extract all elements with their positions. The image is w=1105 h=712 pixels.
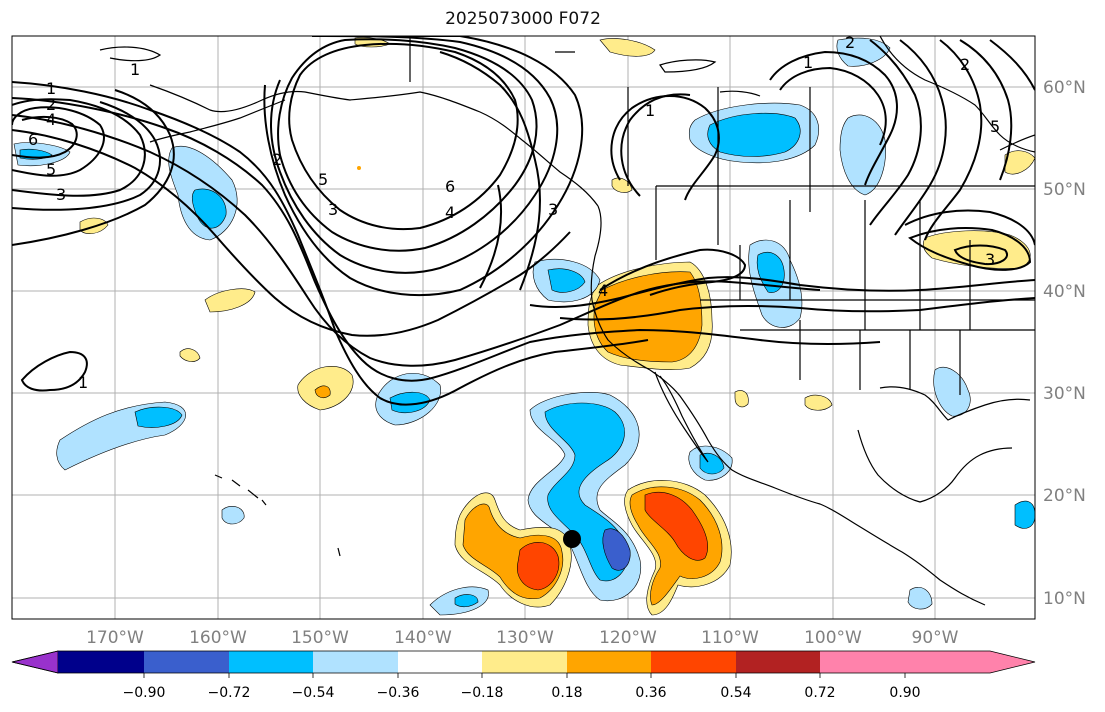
contour-label: 2	[272, 150, 282, 169]
coastlines	[99, 36, 1035, 606]
contour-label: 4	[46, 110, 56, 129]
contour-label: 6	[28, 130, 38, 149]
colorbar-min-arrow	[11, 650, 59, 674]
colorbar-segment	[398, 651, 482, 673]
contour-label: 4	[445, 203, 455, 222]
colorbar-tick-label: −0.72	[208, 685, 251, 701]
colorbar-segment	[144, 651, 229, 673]
latitude-label: 40°N	[1043, 282, 1086, 302]
colorbar-segment	[736, 651, 820, 673]
storm-center-marker	[563, 530, 581, 548]
colorbar-tick-label: 0.90	[889, 685, 920, 701]
longitude-label: 160°W	[189, 628, 247, 648]
colorbar-segment	[229, 651, 313, 673]
map-title: 2025073000 F072	[445, 9, 601, 29]
longitude-label: 110°W	[701, 628, 759, 648]
contour-label: 1	[645, 101, 655, 120]
latitude-label: 60°N	[1043, 78, 1086, 98]
colorbar-tick-label: 0.18	[551, 685, 582, 701]
colorbar-tick-label: 0.54	[720, 685, 751, 701]
longitude-label: 130°W	[496, 628, 554, 648]
colorbar-tick-label: −0.36	[377, 685, 420, 701]
contour-label: 1	[130, 60, 140, 79]
colorbar-segment	[313, 651, 398, 673]
contour-label: 5	[46, 160, 56, 179]
colorbar-segment	[651, 651, 736, 673]
longitude-label: 120°W	[599, 628, 657, 648]
latitude-label: 50°N	[1043, 180, 1086, 200]
contour-label: 3	[328, 200, 338, 219]
longitude-label: 90°W	[912, 628, 959, 648]
contour-label: 3	[985, 250, 995, 269]
colorbar-tick-label: 0.36	[635, 685, 666, 701]
colorbar-segment	[482, 651, 567, 673]
colorbar-max-arrow	[905, 651, 1035, 673]
contour-lines	[12, 36, 1035, 406]
contour-label: 2	[46, 95, 56, 114]
contour-label: 3	[548, 200, 558, 219]
colorbar-tick-label: −0.90	[123, 685, 166, 701]
colorbar-tick-label: 0.72	[804, 685, 835, 701]
contour-label: 2	[845, 33, 855, 52]
contour-label: 3	[56, 185, 66, 204]
latitude-labels: 60°N 50°N 40°N 30°N 20°N 10°N	[1043, 78, 1086, 609]
colorbar-segment	[820, 651, 905, 673]
colorbar-segment	[567, 651, 651, 673]
contour-label: 1	[78, 373, 88, 392]
longitude-label: 170°W	[86, 628, 144, 648]
map-border	[11, 35, 1036, 620]
colorbar-tick-label: −0.18	[461, 685, 504, 701]
longitude-labels: 170°W 160°W 150°W 140°W 130°W 120°W 110°…	[86, 628, 959, 648]
contour-label: 6	[445, 177, 455, 196]
latitude-label: 10°N	[1043, 589, 1086, 609]
colorbar-segment	[58, 651, 144, 673]
latitude-label: 30°N	[1043, 384, 1086, 404]
colorbar: −0.90 −0.72 −0.54 −0.36 −0.18 0.18 0.36 …	[11, 650, 1036, 701]
contour-label-group: 1 2 4 6 5 3 1 2 5 3 6 4 3 4 1 1 2 2 5 3 …	[28, 33, 1000, 392]
contour-label: 1	[803, 53, 813, 72]
contour-label: 5	[990, 117, 1000, 136]
longitude-label: 150°W	[291, 628, 349, 648]
contour-label: 1	[46, 79, 56, 98]
longitude-label: 100°W	[804, 628, 862, 648]
contour-label: 2	[960, 55, 970, 74]
latitude-label: 20°N	[1043, 486, 1086, 506]
colorbar-tick-label: −0.54	[292, 685, 335, 701]
small-warm-dot	[357, 166, 361, 170]
longitude-label: 140°W	[394, 628, 452, 648]
contour-label: 4	[598, 281, 608, 300]
contour-label: 5	[318, 170, 328, 189]
